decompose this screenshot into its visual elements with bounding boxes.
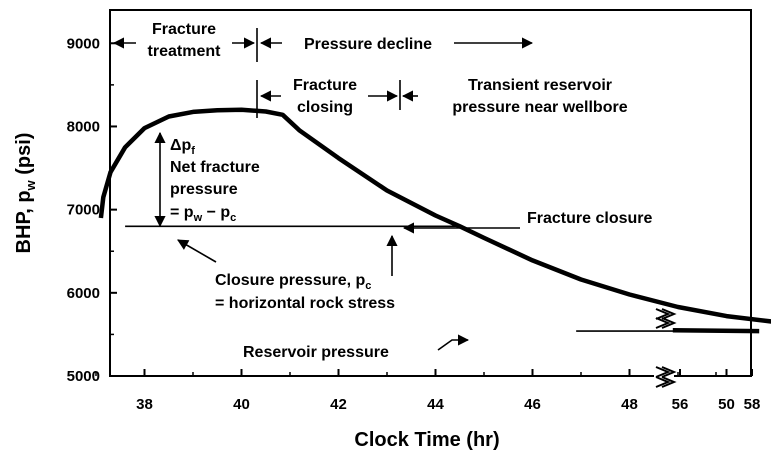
- y-axis-title: BHP, pw (psi): [13, 133, 38, 254]
- y-tick-label: 7000: [67, 202, 100, 219]
- label-fracture-treatment-2: treatment: [148, 43, 222, 60]
- plot-frame: [109, 9, 752, 377]
- y-tick-label: 9000: [67, 35, 100, 52]
- x-tick-label: 48: [621, 396, 638, 413]
- axis-break-bottom: [654, 364, 677, 388]
- x-tick-label: 42: [330, 396, 347, 413]
- x-tick-label: 46: [524, 396, 541, 413]
- x-tick-label: 38: [136, 396, 153, 413]
- x-axis-title: Clock Time (hr): [354, 429, 499, 451]
- label-pressure-decline: Pressure decline: [304, 36, 432, 53]
- x-tick-label: 56: [672, 396, 689, 413]
- label-net-fracture-1: Net fracture: [170, 159, 260, 176]
- label-net-fracture-2: pressure: [170, 181, 238, 198]
- label-fracture-treatment-1: Fracture: [152, 21, 216, 38]
- x-tick-label: 50: [718, 396, 735, 413]
- label-reservoir-pressure: Reservoir pressure: [243, 344, 389, 361]
- label-net-formula: = pw − pc: [170, 204, 236, 224]
- annotation-lines: [112, 28, 534, 351]
- label-fracture-closure: Fracture closure: [527, 210, 652, 227]
- label-fracture-closing-1: Fracture: [293, 77, 357, 94]
- y-tick-label: 5000: [67, 368, 100, 385]
- bhp-curve: [98, 107, 771, 324]
- x-tick-label: 44: [427, 396, 444, 413]
- x-tick-label: 58: [744, 396, 761, 413]
- label-transient-1: Transient reservoir: [468, 77, 612, 94]
- label-transient-2: pressure near wellbore: [452, 99, 627, 116]
- y-tick-label: 8000: [67, 118, 100, 135]
- annotations: Fracture treatment Pressure decline Frac…: [148, 21, 653, 361]
- x-tick-label: 40: [233, 396, 250, 413]
- y-tick-label: 6000: [67, 285, 100, 302]
- y-axis-ticks: 5000 6000 7000 8000 9000: [67, 35, 117, 385]
- label-fracture-closing-2: closing: [297, 99, 353, 116]
- x-axis-ticks: 38 40 42 44 46 48 50 56 58: [95, 369, 761, 413]
- axis-break-curve: [654, 306, 677, 330]
- label-delta-pf: Δpf: [170, 137, 195, 157]
- label-closure-pressure: Closure pressure, pc: [215, 272, 371, 292]
- label-rock-stress: = horizontal rock stress: [215, 295, 395, 312]
